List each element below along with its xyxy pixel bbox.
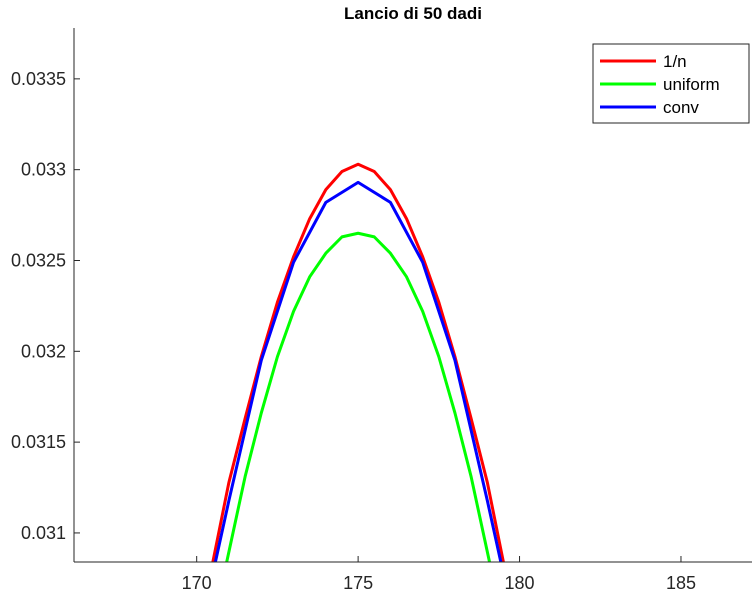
y-tick-label: 0.0315 bbox=[11, 432, 66, 452]
legend-label-0: 1/n bbox=[663, 52, 687, 71]
x-tick-label: 175 bbox=[343, 573, 373, 593]
series-layer bbox=[211, 162, 505, 562]
series-line-1 bbox=[225, 231, 491, 562]
series-line-2 bbox=[213, 180, 503, 562]
chart-title: Lancio di 50 dadi bbox=[344, 4, 482, 23]
legend-label-2: conv bbox=[663, 98, 699, 117]
tick-labels: 170 175 180 185 0.031 0.0315 0.032 0.0325 0.033 0… bbox=[11, 69, 696, 593]
y-tick-label: 0.033 bbox=[21, 160, 66, 180]
legend-label-1: uniform bbox=[663, 75, 720, 94]
x-tick-label: 170 bbox=[182, 573, 212, 593]
x-tick-label: 180 bbox=[505, 573, 535, 593]
y-tick-label: 0.0335 bbox=[11, 69, 66, 89]
legend-box bbox=[592, 43, 750, 124]
y-tick-label: 0.032 bbox=[21, 341, 66, 361]
x-tick-label: 185 bbox=[666, 573, 696, 593]
y-tick-label: 0.0325 bbox=[11, 250, 66, 270]
legend: 1/n uniform conv bbox=[592, 43, 750, 124]
y-tick-label: 0.031 bbox=[21, 523, 66, 543]
axes-layer bbox=[73, 28, 752, 563]
